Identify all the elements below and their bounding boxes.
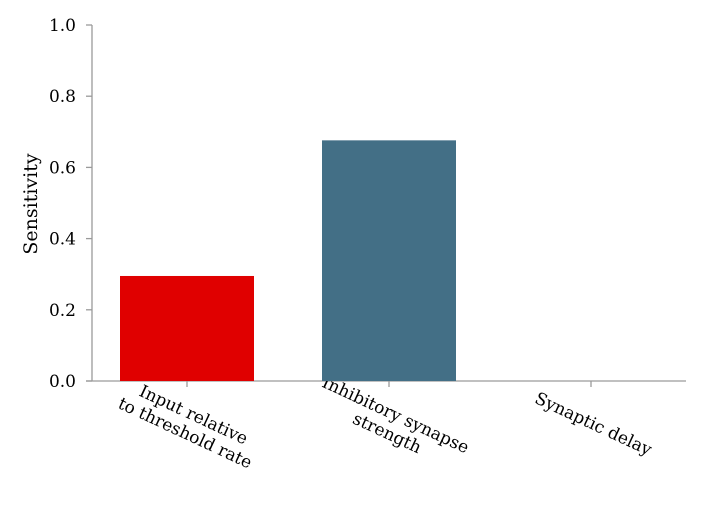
y-tick-label: 1.0 — [49, 16, 76, 36]
bar — [322, 140, 456, 381]
y-axis: 0.0 0.2 0.4 0.6 0.8 1.0 — [49, 16, 93, 392]
x-tick-label: Input relativeto threshold rate — [115, 376, 264, 474]
y-tick-label: 0.8 — [49, 87, 76, 107]
y-axis-label: Sensitivity — [20, 153, 42, 254]
y-tick-label: 0.4 — [49, 230, 76, 250]
bar — [120, 275, 254, 381]
y-tick-label: 0.0 — [49, 372, 76, 392]
bars — [120, 140, 456, 381]
y-tick-label: 0.2 — [49, 301, 76, 321]
y-tick-label: 0.6 — [49, 158, 76, 178]
x-tick-label: Inhibitory synapsestrength — [310, 373, 472, 477]
x-axis: Input relativeto threshold rate Inhibitor… — [86, 373, 686, 477]
x-tick-label: Synaptic delay — [532, 389, 655, 461]
